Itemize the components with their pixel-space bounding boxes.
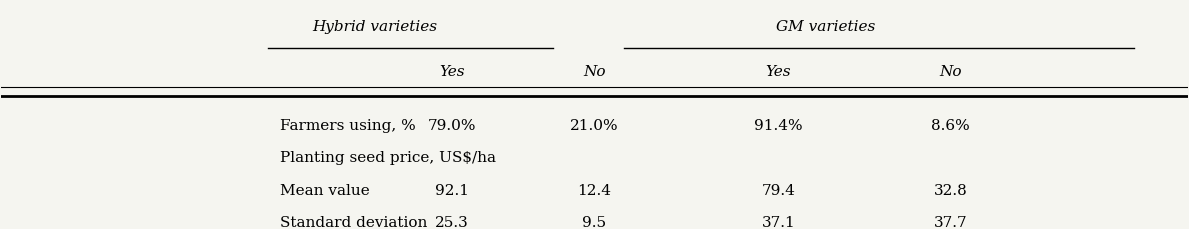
Text: No: No	[584, 65, 605, 79]
Text: 37.7: 37.7	[933, 215, 967, 229]
Text: 12.4: 12.4	[578, 183, 611, 197]
Text: 8.6%: 8.6%	[931, 119, 970, 132]
Text: Standard deviation: Standard deviation	[281, 215, 428, 229]
Text: Mean value: Mean value	[281, 183, 370, 197]
Text: 32.8: 32.8	[933, 183, 967, 197]
Text: Farmers using, %: Farmers using, %	[281, 119, 416, 132]
Text: 92.1: 92.1	[435, 183, 470, 197]
Text: 91.4%: 91.4%	[754, 119, 803, 132]
Text: GM varieties: GM varieties	[776, 20, 875, 34]
Text: 79.4: 79.4	[761, 183, 795, 197]
Text: 9.5: 9.5	[583, 215, 606, 229]
Text: Planting seed price, US$/ha: Planting seed price, US$/ha	[281, 151, 496, 165]
Text: Yes: Yes	[440, 65, 465, 79]
Text: 21.0%: 21.0%	[571, 119, 618, 132]
Text: 37.1: 37.1	[761, 215, 795, 229]
Text: Hybrid varieties: Hybrid varieties	[313, 20, 438, 34]
Text: 79.0%: 79.0%	[428, 119, 477, 132]
Text: Yes: Yes	[766, 65, 791, 79]
Text: 25.3: 25.3	[435, 215, 468, 229]
Text: No: No	[939, 65, 962, 79]
